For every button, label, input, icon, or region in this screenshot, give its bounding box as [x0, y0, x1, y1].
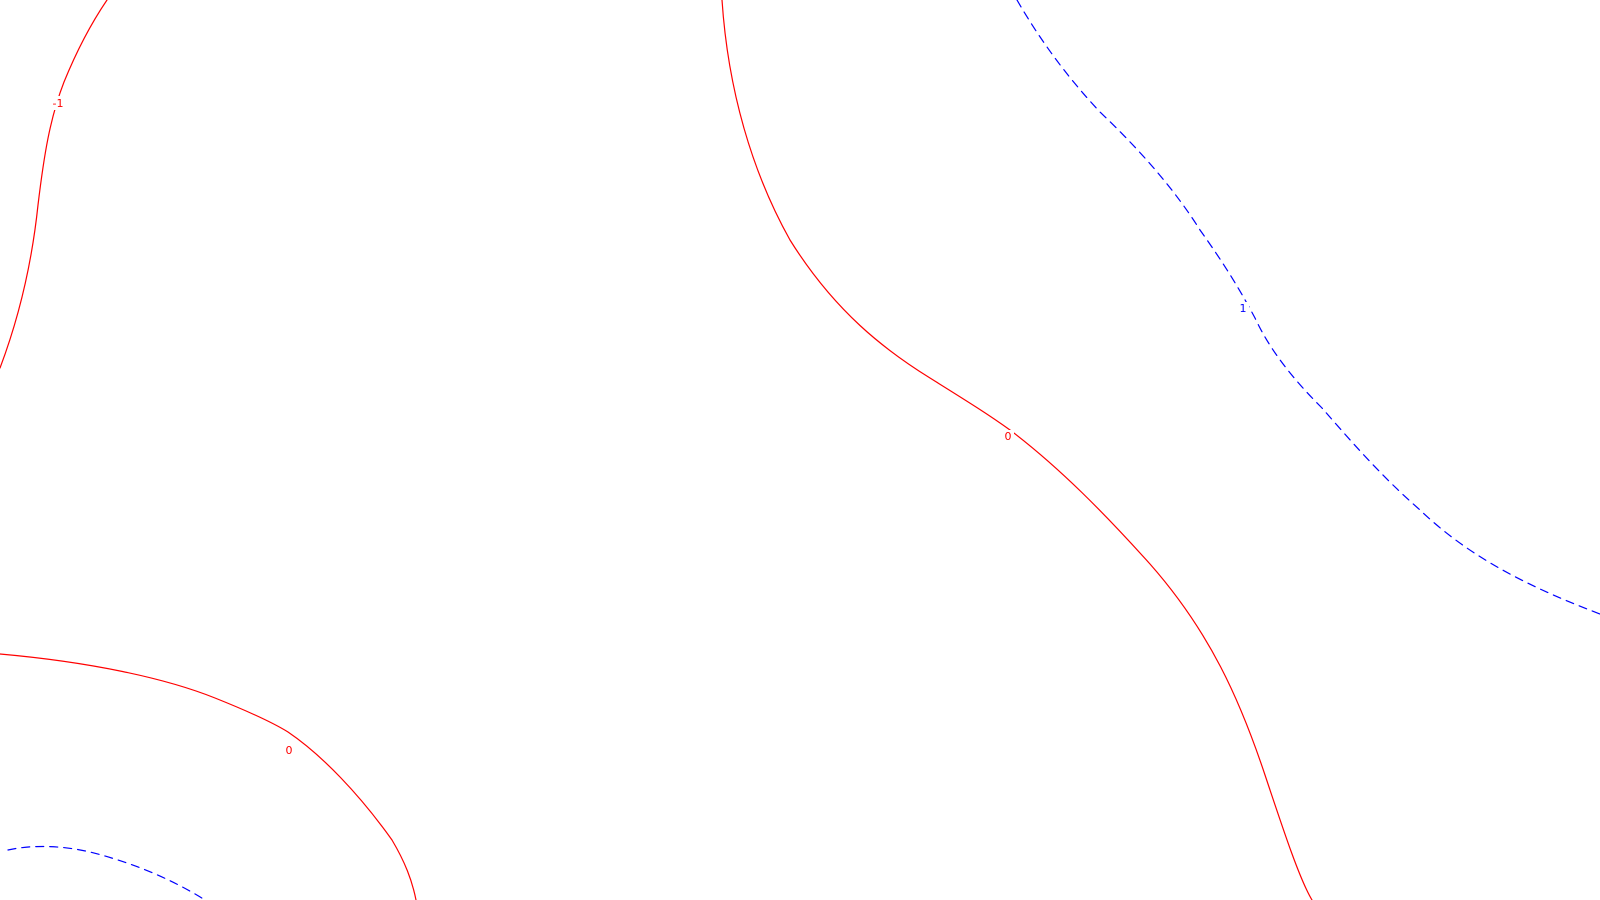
contour-label-bg-1	[1237, 302, 1249, 316]
contour-label-bg-0-upper	[1002, 430, 1014, 444]
contour-labels: -1 0 0 1	[50, 96, 1249, 758]
contour-line-neg1	[0, 0, 108, 369]
contour-label-1: 1	[1240, 302, 1247, 315]
contour-label-0-lower: 0	[286, 744, 293, 757]
contour-label-bg-neg1	[50, 96, 66, 110]
contour-label-bg-0-lower	[283, 744, 295, 758]
contour-line-0-lower	[0, 653, 417, 900]
contour-line-1-upper	[1016, 0, 1600, 615]
contour-label-0-upper: 0	[1005, 430, 1012, 443]
contour-line-1-lower	[7, 845, 206, 900]
contour-label-neg1: -1	[53, 97, 64, 110]
